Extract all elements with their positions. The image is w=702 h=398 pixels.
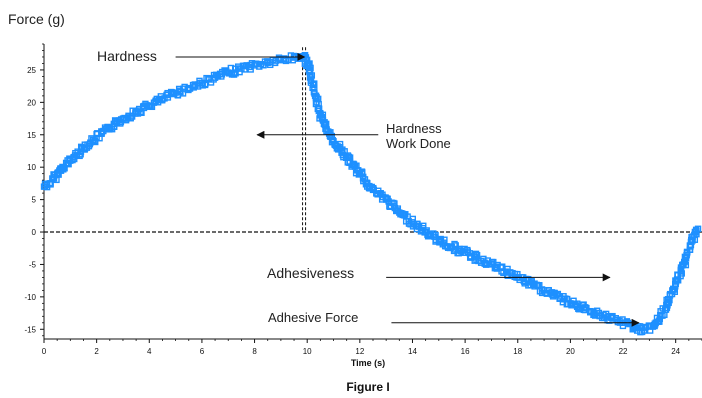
y-tick-label: 25 — [27, 66, 36, 75]
x-tick-label: 0 — [42, 347, 47, 356]
data-point — [47, 181, 54, 188]
annotation-label: Adhesive Force — [268, 310, 358, 325]
annotation-label: Adhesiveness — [267, 265, 354, 281]
annotation-label: Hardness — [97, 48, 157, 64]
data-point — [514, 270, 521, 278]
x-tick-label: 10 — [303, 347, 312, 356]
x-tick-label: 20 — [566, 347, 575, 356]
data-point — [432, 231, 439, 239]
figure-caption: Figure I — [346, 380, 389, 394]
data-point — [538, 286, 546, 293]
x-tick-label: 16 — [461, 347, 470, 356]
y-tick-label: 0 — [32, 228, 37, 237]
y-tick-label: -10 — [24, 293, 36, 302]
x-tick-label: 12 — [355, 347, 364, 356]
y-tick-label: 20 — [27, 98, 36, 107]
data-point — [693, 231, 700, 238]
x-tick-label: 6 — [200, 347, 205, 356]
data-point — [692, 229, 699, 236]
data-point — [164, 94, 172, 101]
annotations: Hardness Hardness Work Done Adhesiveness Adh… — [97, 48, 640, 327]
x-tick-label: 8 — [252, 347, 257, 356]
data-point — [196, 77, 203, 85]
y-axis-ticks: -15 -10 -5 0 5 10 15 20 25 — [24, 43, 44, 337]
x-tick-label: 18 — [513, 347, 522, 356]
data-point — [682, 261, 690, 269]
data-point — [310, 81, 318, 88]
x-axis-label: Time (s) — [351, 358, 385, 368]
y-tick-label: 10 — [27, 163, 36, 172]
annotation-label: Hardness Work Done — [386, 121, 451, 151]
data-point — [60, 166, 67, 173]
data-point — [441, 236, 448, 243]
data-point — [260, 62, 267, 69]
data-point — [170, 90, 177, 98]
y-tick-label: 5 — [32, 196, 37, 205]
x-axis-ticks: 0 2 4 6 8 10 12 14 16 18 20 22 24 — [42, 339, 702, 356]
data-point — [637, 328, 644, 336]
y-tick-label: -5 — [29, 260, 37, 269]
data-points — [40, 51, 702, 336]
x-tick-label: 24 — [671, 347, 680, 356]
x-tick-label: 22 — [619, 347, 628, 356]
reference-lines — [44, 47, 702, 233]
y-tick-label: 15 — [27, 131, 36, 140]
x-tick-label: 14 — [408, 347, 417, 356]
data-point — [222, 68, 230, 75]
data-point — [76, 152, 83, 160]
x-tick-label: 2 — [94, 347, 99, 356]
data-point — [473, 252, 481, 259]
y-axis-label: Force (g) — [8, 11, 65, 27]
data-point — [693, 227, 700, 234]
data-point — [472, 250, 480, 258]
data-point — [582, 304, 589, 311]
data-point — [683, 251, 690, 259]
y-tick-label: -15 — [24, 325, 36, 334]
x-tick-label: 4 — [147, 347, 152, 356]
data-point — [127, 115, 134, 122]
